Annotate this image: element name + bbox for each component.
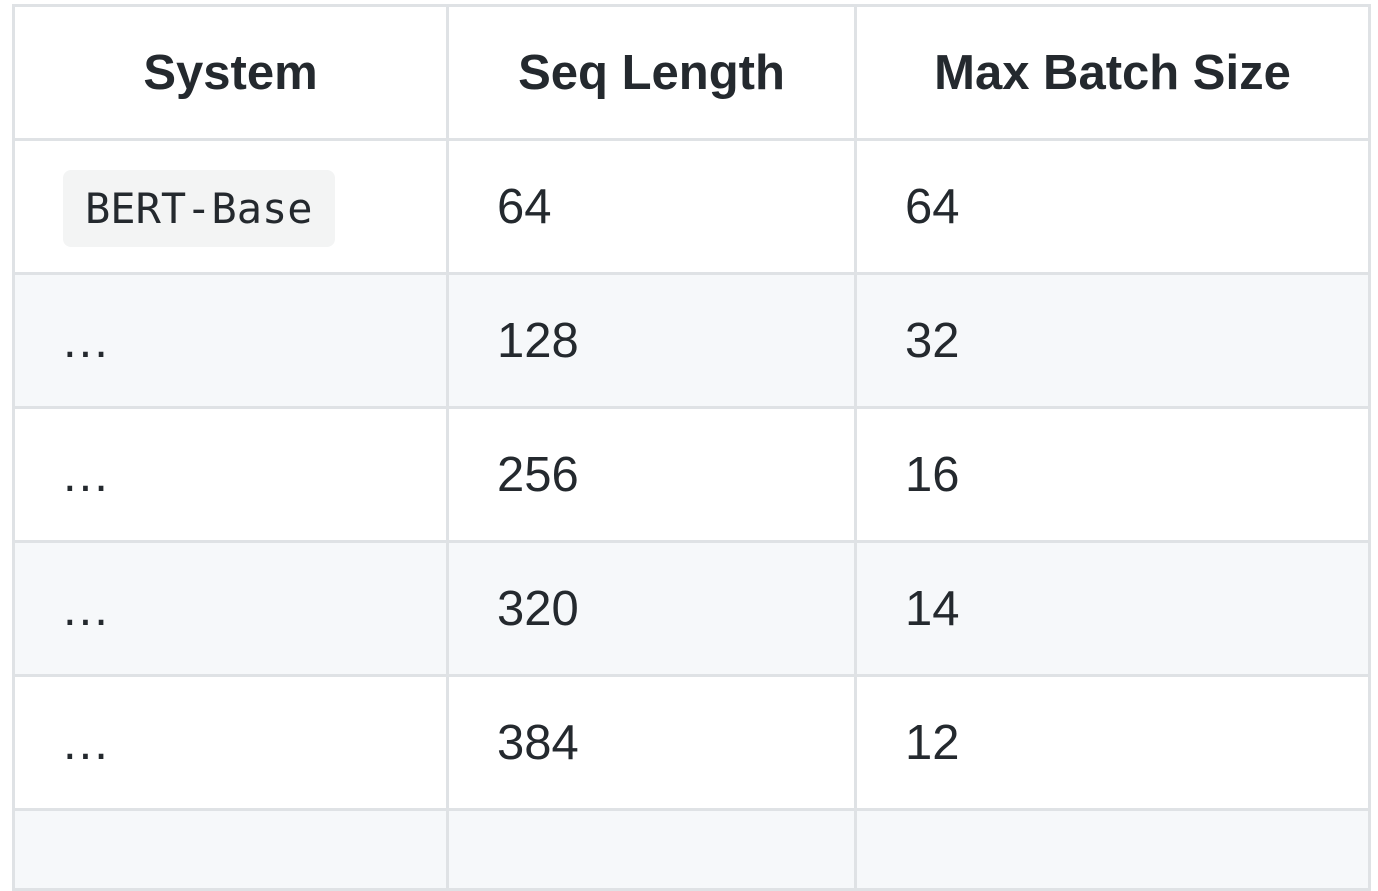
inline-code-model: BERT-Base xyxy=(63,169,335,247)
cell-seq-length: 64 xyxy=(446,138,857,275)
table-row: ... 256 16 xyxy=(12,406,1371,543)
batch-size-table: System Seq Length Max Batch Size BERT-Ba… xyxy=(12,4,1371,891)
cell-max-batch-size: 16 xyxy=(854,406,1371,543)
cell-cut-off xyxy=(12,808,449,891)
table-row: BERT-Base 64 64 xyxy=(12,138,1371,275)
cell-max-batch-size: 12 xyxy=(854,674,1371,811)
cell-seq-length: 128 xyxy=(446,272,857,409)
cell-system: ... xyxy=(12,406,449,543)
cell-system: ... xyxy=(12,272,449,409)
cell-max-batch-size: 64 xyxy=(854,138,1371,275)
cell-max-batch-size: 14 xyxy=(854,540,1371,677)
table-row: ... 384 12 xyxy=(12,674,1371,811)
header-system: System xyxy=(12,4,449,141)
cell-cut-off xyxy=(446,808,857,891)
cell-system: ... xyxy=(12,540,449,677)
header-max-batch-size: Max Batch Size xyxy=(854,4,1371,141)
cell-max-batch-size: 32 xyxy=(854,272,1371,409)
header-seq-length: Seq Length xyxy=(446,4,857,141)
cell-seq-length: 384 xyxy=(446,674,857,811)
cell-system: BERT-Base xyxy=(12,138,449,275)
table-row: ... 320 14 xyxy=(12,540,1371,677)
table-row: ... 128 32 xyxy=(12,272,1371,409)
cell-system: ... xyxy=(12,674,449,811)
cell-seq-length: 320 xyxy=(446,540,857,677)
table-header-row: System Seq Length Max Batch Size xyxy=(12,4,1371,141)
cell-seq-length: 256 xyxy=(446,406,857,543)
table-row-partial xyxy=(12,808,1371,891)
cell-cut-off xyxy=(854,808,1371,891)
